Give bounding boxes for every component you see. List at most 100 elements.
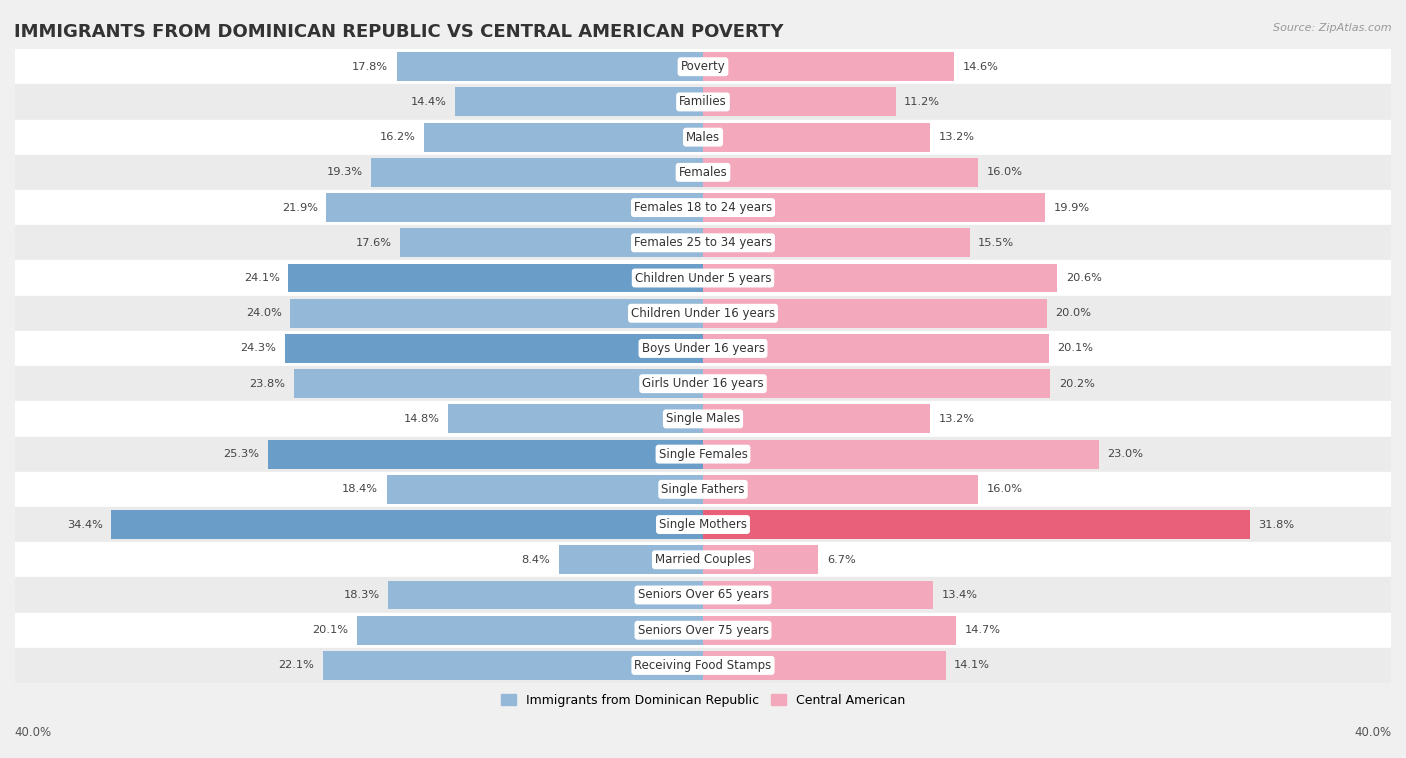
Bar bbox=[111, 510, 703, 539]
Text: 34.4%: 34.4% bbox=[67, 519, 103, 530]
Bar bbox=[401, 228, 703, 257]
Text: 14.6%: 14.6% bbox=[963, 61, 998, 72]
Bar bbox=[15, 330, 1391, 366]
Text: Males: Males bbox=[686, 130, 720, 144]
Bar bbox=[15, 261, 1391, 296]
Text: 19.3%: 19.3% bbox=[326, 168, 363, 177]
Bar bbox=[15, 84, 1391, 120]
Text: 17.8%: 17.8% bbox=[352, 61, 388, 72]
Bar bbox=[703, 264, 1057, 293]
Bar bbox=[703, 369, 1050, 398]
Bar bbox=[703, 440, 1098, 468]
Text: 15.5%: 15.5% bbox=[979, 238, 1014, 248]
Bar bbox=[15, 366, 1391, 401]
Text: Source: ZipAtlas.com: Source: ZipAtlas.com bbox=[1274, 23, 1392, 33]
Text: Married Couples: Married Couples bbox=[655, 553, 751, 566]
Text: Single Mothers: Single Mothers bbox=[659, 518, 747, 531]
Bar bbox=[703, 158, 979, 186]
Text: 20.1%: 20.1% bbox=[312, 625, 349, 635]
Bar bbox=[15, 612, 1391, 648]
Bar bbox=[267, 440, 703, 468]
Text: 20.1%: 20.1% bbox=[1057, 343, 1094, 353]
Text: 14.8%: 14.8% bbox=[404, 414, 440, 424]
Bar bbox=[449, 405, 703, 434]
Text: 24.3%: 24.3% bbox=[240, 343, 277, 353]
Text: 18.4%: 18.4% bbox=[342, 484, 378, 494]
Bar bbox=[703, 545, 818, 575]
Bar bbox=[15, 155, 1391, 190]
Bar bbox=[703, 405, 929, 434]
Bar bbox=[387, 475, 703, 504]
Bar bbox=[15, 648, 1391, 683]
Text: Seniors Over 65 years: Seniors Over 65 years bbox=[637, 588, 769, 602]
Text: 21.9%: 21.9% bbox=[281, 202, 318, 212]
Text: 14.7%: 14.7% bbox=[965, 625, 1001, 635]
Bar bbox=[323, 651, 703, 680]
Text: Receiving Food Stamps: Receiving Food Stamps bbox=[634, 659, 772, 672]
Text: Families: Families bbox=[679, 96, 727, 108]
Bar bbox=[703, 52, 955, 81]
Text: 24.0%: 24.0% bbox=[246, 309, 281, 318]
Text: 20.2%: 20.2% bbox=[1059, 379, 1095, 389]
Bar bbox=[703, 228, 970, 257]
Text: IMMIGRANTS FROM DOMINICAN REPUBLIC VS CENTRAL AMERICAN POVERTY: IMMIGRANTS FROM DOMINICAN REPUBLIC VS CE… bbox=[14, 23, 783, 41]
Bar bbox=[703, 615, 956, 644]
Bar bbox=[388, 581, 703, 609]
Text: 17.6%: 17.6% bbox=[356, 238, 392, 248]
Bar bbox=[15, 225, 1391, 261]
Text: 18.3%: 18.3% bbox=[343, 590, 380, 600]
Bar bbox=[15, 471, 1391, 507]
Bar bbox=[15, 296, 1391, 330]
Bar bbox=[285, 334, 703, 363]
Text: Girls Under 16 years: Girls Under 16 years bbox=[643, 377, 763, 390]
Text: 40.0%: 40.0% bbox=[14, 726, 51, 739]
Text: 24.1%: 24.1% bbox=[245, 273, 280, 283]
Text: 13.4%: 13.4% bbox=[942, 590, 979, 600]
Bar bbox=[703, 475, 979, 504]
Text: 20.6%: 20.6% bbox=[1066, 273, 1102, 283]
Text: 19.9%: 19.9% bbox=[1054, 202, 1090, 212]
Bar bbox=[703, 299, 1047, 327]
Text: 22.1%: 22.1% bbox=[278, 660, 315, 670]
Text: 23.0%: 23.0% bbox=[1107, 449, 1143, 459]
Bar bbox=[290, 299, 703, 327]
Text: 25.3%: 25.3% bbox=[224, 449, 259, 459]
Text: Females 18 to 24 years: Females 18 to 24 years bbox=[634, 201, 772, 214]
Bar bbox=[703, 581, 934, 609]
Text: 8.4%: 8.4% bbox=[522, 555, 550, 565]
Text: Boys Under 16 years: Boys Under 16 years bbox=[641, 342, 765, 355]
Text: 16.2%: 16.2% bbox=[380, 132, 416, 143]
Text: Single Fathers: Single Fathers bbox=[661, 483, 745, 496]
Bar bbox=[357, 615, 703, 644]
Text: 23.8%: 23.8% bbox=[249, 379, 285, 389]
Text: 14.1%: 14.1% bbox=[955, 660, 990, 670]
Bar bbox=[371, 158, 703, 186]
Text: 6.7%: 6.7% bbox=[827, 555, 856, 565]
Text: 20.0%: 20.0% bbox=[1056, 309, 1091, 318]
Text: Single Males: Single Males bbox=[666, 412, 740, 425]
Bar bbox=[703, 510, 1250, 539]
Text: 16.0%: 16.0% bbox=[987, 484, 1022, 494]
Bar bbox=[703, 651, 945, 680]
Bar bbox=[15, 190, 1391, 225]
Text: 14.4%: 14.4% bbox=[411, 97, 447, 107]
Bar bbox=[703, 123, 929, 152]
Text: Children Under 5 years: Children Under 5 years bbox=[634, 271, 772, 284]
Bar bbox=[15, 542, 1391, 578]
Bar bbox=[15, 120, 1391, 155]
Bar bbox=[396, 52, 703, 81]
Bar bbox=[558, 545, 703, 575]
Text: Females 25 to 34 years: Females 25 to 34 years bbox=[634, 236, 772, 249]
Bar bbox=[703, 193, 1045, 222]
Text: 31.8%: 31.8% bbox=[1258, 519, 1295, 530]
Text: Females: Females bbox=[679, 166, 727, 179]
Bar bbox=[294, 369, 703, 398]
Text: 16.0%: 16.0% bbox=[987, 168, 1022, 177]
Text: Single Females: Single Females bbox=[658, 448, 748, 461]
Bar bbox=[703, 334, 1049, 363]
Text: 13.2%: 13.2% bbox=[939, 414, 974, 424]
Text: 40.0%: 40.0% bbox=[1355, 726, 1392, 739]
Text: Seniors Over 75 years: Seniors Over 75 years bbox=[637, 624, 769, 637]
Bar bbox=[288, 264, 703, 293]
Bar bbox=[703, 87, 896, 117]
